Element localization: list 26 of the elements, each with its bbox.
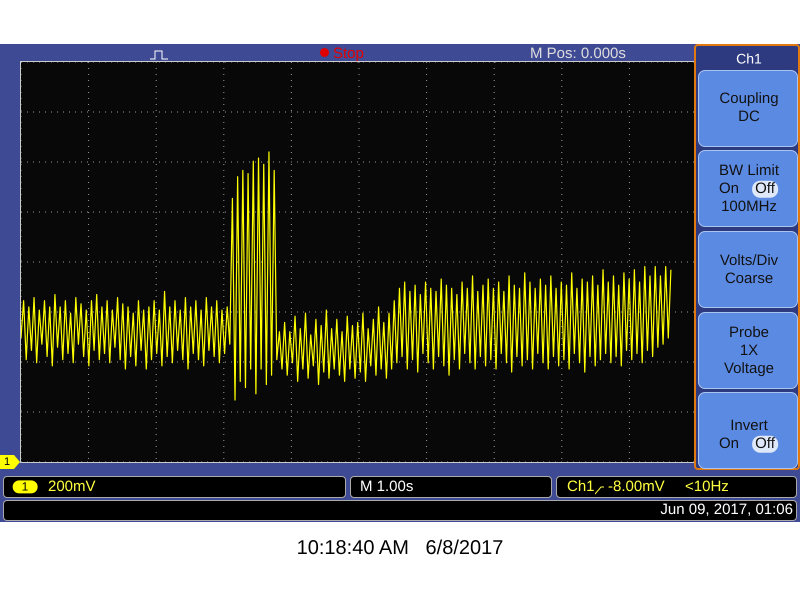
- text: Ch1: [736, 50, 762, 67]
- text: M Pos: 0.000s: [530, 44, 626, 62]
- text: On: [718, 434, 740, 452]
- text: Coupling: [719, 90, 779, 108]
- text: 10:18:40 AM 6/8/2017: [296, 537, 504, 559]
- text: Voltage: [724, 360, 774, 378]
- text: 1: [4, 456, 10, 468]
- text: Probe: [728, 324, 770, 342]
- text: Off: [752, 434, 778, 452]
- text: 100MHz: [721, 198, 777, 216]
- text: Coarse: [724, 270, 774, 288]
- text: Ch1: [567, 478, 595, 496]
- text: Stop: [333, 44, 364, 62]
- text: On: [718, 180, 740, 198]
- text: M 1.00s: [360, 478, 414, 496]
- text: Jun 09, 2017, 01:06: [660, 500, 793, 518]
- text: <10Hz: [685, 478, 729, 496]
- text: BW Limit: [719, 162, 779, 180]
- text: DC: [738, 108, 760, 126]
- text: Off: [752, 180, 778, 198]
- text: 1: [12, 479, 38, 494]
- text: Volts/Div: [720, 252, 778, 270]
- text: -8.00mV: [608, 478, 665, 496]
- text: Invert: [730, 416, 768, 434]
- text: 1X: [740, 342, 758, 360]
- text: 200mV: [48, 478, 96, 496]
